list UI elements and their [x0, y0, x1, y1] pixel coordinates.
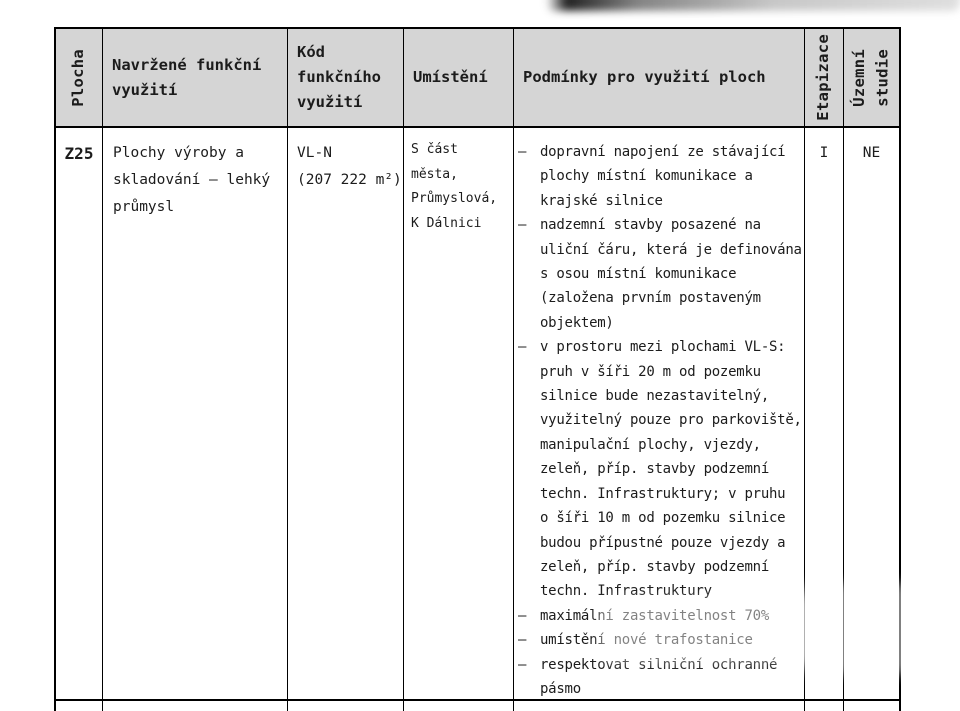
- watermark-highlight: [598, 597, 833, 663]
- top-edge-shadow: [546, 0, 960, 11]
- condition-item: – v prostoru mezi plochami VL-S: pruh v …: [518, 335, 802, 603]
- land-use-table: Plocha Navržené funkční využití Kód funk…: [54, 27, 901, 711]
- study-value: NE: [862, 145, 881, 161]
- header-cell-podminky: Podmínky pro využití ploch: [513, 29, 804, 128]
- condition-item: – respektovat silniční ochranné pásmo: [518, 653, 802, 699]
- row-z25-kod: VL-N (207 222 m²): [287, 128, 403, 701]
- header-cell-etapizace: Etapizace: [804, 29, 843, 128]
- header-label-plocha: Plocha: [69, 48, 88, 107]
- condition-item: – maximální zastavitelnost 70%: [518, 604, 802, 628]
- header-label-umisteni: Umístění: [413, 68, 488, 86]
- header-cell-uzemni-studie: Územní studie: [843, 29, 899, 128]
- next-row-stub: [56, 701, 102, 711]
- list-dash-marker: –: [518, 632, 527, 649]
- next-row-stub: [843, 701, 899, 711]
- watermark-highlight: [798, 583, 948, 675]
- list-dash-marker: –: [518, 656, 527, 673]
- header-label-podminky: Podmínky pro využití ploch: [523, 68, 766, 86]
- condition-text: nadzemní stavby posazené na uliční čáru,…: [540, 217, 802, 331]
- next-row-stub: [403, 701, 513, 711]
- condition-text: umístění nové trafostanice: [540, 632, 753, 649]
- next-row-stub: [804, 701, 843, 711]
- row-z25-plocha: Z25: [56, 128, 102, 701]
- condition-item: – umístění nové trafostanice: [518, 628, 802, 652]
- header-cell-umisteni: Umístění: [403, 29, 513, 128]
- condition-text: respektovat silniční ochranné pásmo: [540, 656, 778, 697]
- row-z25-navrzene-vyuziti: Plochy výroby a skladování – lehký průmy…: [102, 128, 287, 701]
- row-z25-umisteni: S část města, Průmyslová, K Dálnici: [403, 128, 513, 701]
- header-label-navrzene-vyuziti: Navržené funkční využití: [112, 55, 262, 99]
- list-dash-marker: –: [518, 607, 527, 624]
- use-code-text: VL-N (207 222 m²): [297, 145, 402, 188]
- plot-id: Z25: [64, 144, 94, 163]
- list-dash-marker: –: [518, 217, 527, 234]
- row-z25-uzemni-studie: NE: [843, 128, 899, 701]
- row-z25-podminky: – dopravní napojení ze stávající plochy …: [513, 128, 804, 701]
- next-row-stub: [102, 701, 287, 711]
- header-cell-plocha: Plocha: [56, 29, 102, 128]
- condition-text: maximální zastavitelnost 70%: [540, 607, 770, 624]
- header-label-etapizace: Etapizace: [814, 34, 833, 121]
- list-dash-marker: –: [518, 144, 527, 160]
- condition-text: dopravní napojení ze stávající plochy mí…: [540, 144, 786, 209]
- condition-item: – dopravní napojení ze stávající plochy …: [518, 140, 802, 213]
- condition-item: – nadzemní stavby posazené na uliční čár…: [518, 213, 802, 335]
- location-text: S část města, Průmyslová, K Dálnici: [411, 142, 498, 231]
- proposed-use-text: Plochy výroby a skladování – lehký průmy…: [113, 145, 271, 215]
- stage-value: I: [819, 145, 829, 161]
- header-label-kod: Kód funkčního využití: [297, 43, 381, 111]
- header-cell-navrzene-vyuziti: Navržené funkční využití: [102, 29, 287, 128]
- row-z25-etapizace: I: [804, 128, 843, 701]
- condition-text: v prostoru mezi plochami VL-S: pruh v ší…: [540, 339, 802, 600]
- header-cell-kod: Kód funkčního využití: [287, 29, 403, 128]
- next-row-stub: [513, 701, 804, 711]
- header-label-uzemni-studie: Územní studie: [850, 48, 892, 107]
- next-row-stub: [287, 701, 403, 711]
- list-dash-marker: –: [518, 339, 527, 356]
